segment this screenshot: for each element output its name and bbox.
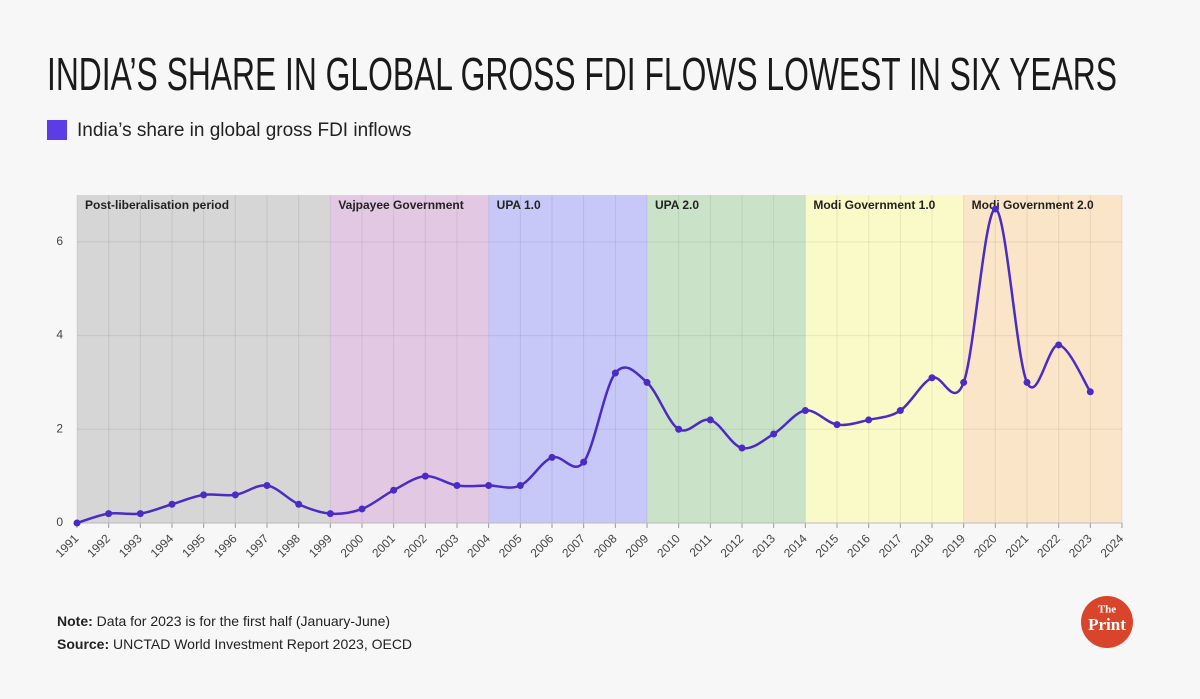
x-tick-label: 2019	[939, 531, 968, 560]
source: Source: UNCTAD World Investment Report 2…	[57, 636, 412, 652]
x-tick-label: 2015	[813, 531, 842, 560]
source-text: UNCTAD World Investment Report 2023, OEC…	[113, 636, 412, 652]
logo: The Print	[1081, 596, 1133, 648]
x-tick-label: 2014	[781, 531, 810, 560]
x-tick-label: 1995	[179, 531, 208, 560]
period-label: Post-liberalisation period	[85, 198, 229, 212]
point	[295, 500, 303, 508]
point	[833, 421, 841, 429]
point	[548, 453, 556, 461]
note-text: Data for 2023 is for the first half (Jan…	[97, 613, 390, 629]
point	[611, 369, 619, 377]
line	[76, 207, 1092, 525]
legend-swatch	[47, 120, 67, 140]
x-tick-label: 2011	[687, 531, 715, 559]
x-tick-label: 1997	[243, 531, 272, 560]
period-band	[330, 195, 489, 523]
point	[960, 378, 968, 386]
point	[105, 510, 113, 518]
point	[706, 416, 714, 424]
point	[453, 482, 461, 490]
x-tick-label: 2023	[1066, 531, 1095, 560]
x-tick-label: 2002	[401, 531, 430, 560]
period-label: Vajpayee Government	[338, 198, 463, 212]
x-tick-label: 1991	[53, 531, 82, 560]
y-tick-label: 4	[56, 328, 63, 342]
point	[73, 519, 81, 527]
note: Note: Data for 2023 is for the first hal…	[57, 613, 390, 629]
point	[136, 510, 144, 518]
x-tick-label: 1998	[274, 531, 303, 560]
period-label: Modi Government 2.0	[972, 198, 1094, 212]
period-band	[77, 195, 331, 523]
point	[643, 378, 651, 386]
x-tick-label: 1993	[116, 531, 145, 560]
point	[485, 482, 493, 490]
y-tick-label: 0	[56, 515, 63, 529]
x-tick-label: 2004	[464, 531, 493, 560]
point	[231, 491, 239, 499]
legend-label: India’s share in global gross FDI inflow…	[77, 120, 411, 141]
x-tick-label: 2005	[496, 531, 525, 560]
x-tick-label: 2013	[749, 531, 778, 560]
x-tick-label: 2012	[718, 531, 747, 560]
x-tick-label: 1994	[148, 531, 177, 560]
source-label: Source:	[57, 636, 109, 652]
point	[801, 407, 809, 415]
x-tick-label: 1996	[211, 531, 240, 560]
point	[358, 505, 366, 513]
logo-main: Print	[1088, 615, 1126, 634]
plot: Post-liberalisation period Vajpayee Gover…	[53, 195, 1127, 560]
point	[421, 472, 429, 480]
point	[928, 374, 936, 382]
period-label: UPA 1.0	[497, 198, 541, 212]
period-band	[805, 195, 964, 523]
x-tick-label: 2001	[369, 531, 398, 560]
point	[991, 205, 999, 213]
point	[1023, 378, 1031, 386]
point	[865, 416, 873, 424]
x-tick-label: 2010	[654, 531, 683, 560]
x-tick-label: 2018	[908, 531, 937, 560]
chart-title: INDIA’S SHARE IN GLOBAL GROSS FDI FLOWS …	[47, 48, 1117, 100]
x-tick-label: 2016	[844, 531, 873, 560]
period-label: Modi Government 1.0	[813, 198, 935, 212]
point	[896, 407, 904, 415]
period-band	[963, 195, 1122, 523]
point	[168, 500, 176, 508]
period-band	[488, 195, 647, 523]
point	[326, 510, 334, 518]
x-tick-label: 2020	[971, 531, 1000, 560]
point	[1086, 388, 1094, 396]
x-tick-label: 2008	[591, 531, 620, 560]
point	[770, 430, 778, 438]
x-tick-label: 2017	[876, 531, 905, 560]
point	[200, 491, 208, 499]
x-tick-label: 2007	[559, 531, 588, 560]
point	[675, 425, 683, 433]
x-tick-label: 2021	[1003, 531, 1032, 560]
point	[390, 486, 398, 494]
x-tick-label: 2000	[338, 531, 367, 560]
logo-top: The	[1098, 604, 1116, 616]
note-label: Note:	[57, 613, 93, 629]
x-tick-label: 2003	[433, 531, 462, 560]
point	[263, 482, 271, 490]
x-tick-label: 1992	[84, 531, 113, 560]
y-tick-label: 2	[56, 421, 63, 435]
x-tick-label: 1999	[306, 531, 335, 560]
period-band	[647, 195, 806, 523]
y-tick-label: 6	[56, 234, 63, 248]
x-tick-label: 2022	[1034, 531, 1063, 560]
x-tick-label: 2006	[528, 531, 557, 560]
point	[738, 444, 746, 452]
point	[580, 458, 588, 466]
x-tick-label: 2009	[623, 531, 652, 560]
x-tick-label: 2024	[1098, 531, 1127, 560]
logo-circle	[1081, 596, 1133, 648]
point	[516, 482, 524, 490]
point	[1055, 341, 1063, 349]
period-label: UPA 2.0	[655, 198, 699, 212]
